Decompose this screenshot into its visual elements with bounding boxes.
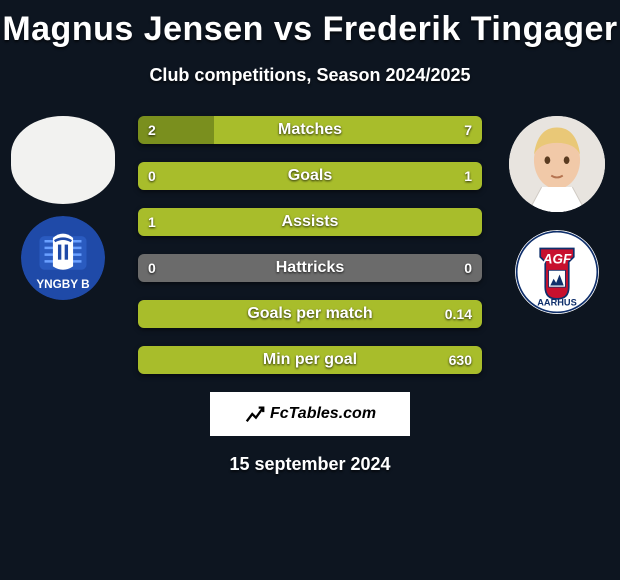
left-player-avatar bbox=[11, 116, 115, 204]
stat-label: Min per goal bbox=[138, 346, 482, 374]
stat-label: Goals per match bbox=[138, 300, 482, 328]
lyngby-badge-icon: YNGBY B bbox=[21, 216, 105, 300]
svg-text:YNGBY B: YNGBY B bbox=[36, 278, 89, 291]
stat-label: Matches bbox=[138, 116, 482, 144]
stat-row-min-per-goal: 630Min per goal bbox=[138, 346, 482, 374]
stats-bars: 27Matches 01Goals 1Assists 00Hattricks 0.14G… bbox=[138, 116, 482, 374]
player-face-icon bbox=[509, 116, 605, 212]
left-player-club-badge: YNGBY B bbox=[21, 216, 105, 300]
chart-up-icon bbox=[244, 403, 266, 425]
stat-label: Hattricks bbox=[138, 254, 482, 282]
agf-badge-icon: AARHUS AGF bbox=[515, 230, 599, 314]
comparison-subtitle: Club competitions, Season 2024/2025 bbox=[0, 65, 620, 86]
stat-row-goals: 01Goals bbox=[138, 162, 482, 190]
watermark-text: FcTables.com bbox=[270, 405, 376, 423]
stat-row-hattricks: 00Hattricks bbox=[138, 254, 482, 282]
comparison-title: Magnus Jensen vs Frederik Tingager bbox=[0, 0, 620, 49]
svg-text:AGF: AGF bbox=[542, 252, 572, 267]
comparison-stage: YNGBY B bbox=[0, 116, 620, 374]
right-player-club-badge: AARHUS AGF bbox=[515, 230, 599, 314]
stat-row-goals-per-match: 0.14Goals per match bbox=[138, 300, 482, 328]
infographic-date: 15 september 2024 bbox=[0, 454, 620, 475]
stat-row-matches: 27Matches bbox=[138, 116, 482, 144]
stat-label: Assists bbox=[138, 208, 482, 236]
right-player-column: AARHUS AGF bbox=[502, 116, 612, 314]
avatar-placeholder-icon bbox=[11, 116, 115, 204]
left-player-column: YNGBY B bbox=[8, 116, 118, 300]
fctables-watermark: FcTables.com bbox=[210, 392, 410, 436]
stat-label: Goals bbox=[138, 162, 482, 190]
stat-row-assists: 1Assists bbox=[138, 208, 482, 236]
right-player-avatar bbox=[509, 116, 605, 212]
